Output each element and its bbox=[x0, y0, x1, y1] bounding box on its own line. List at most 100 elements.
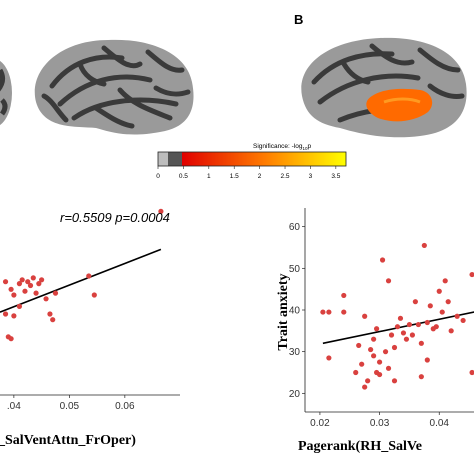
colorbar-tick-label: 2 bbox=[258, 173, 262, 180]
right-data-point bbox=[406, 321, 413, 328]
right-y-tick-label: 30 bbox=[289, 347, 301, 358]
left-data-point bbox=[16, 303, 23, 309]
left-data-point bbox=[19, 277, 25, 283]
right-y-tick-label: 50 bbox=[289, 264, 301, 275]
left-x-axis-label: _SalVentAttn_FrOper) bbox=[0, 433, 136, 448]
colorbar-gray-light bbox=[158, 152, 168, 166]
colorbar-title-prefix: Significance: -log bbox=[253, 143, 303, 150]
colorbar-title-sub: 10 bbox=[303, 146, 309, 151]
colorbar-tick-label: 3.5 bbox=[331, 173, 340, 180]
right-data-point bbox=[326, 355, 332, 361]
right-data-point bbox=[409, 332, 415, 338]
panel-b-label: B bbox=[294, 12, 303, 27]
right-data-point bbox=[412, 299, 418, 305]
right-y-tick-label: 20 bbox=[289, 389, 301, 400]
right-data-point bbox=[359, 361, 365, 367]
right-data-point bbox=[394, 324, 401, 330]
left-data-point bbox=[2, 311, 9, 317]
left-data-point bbox=[86, 273, 92, 279]
right-data-point bbox=[439, 309, 445, 315]
left-data-point bbox=[158, 208, 164, 214]
colorbar: Significance: -log10p 0 0.5 1 1.5 2 2.5 3 3.5 bbox=[156, 143, 347, 180]
right-data-point bbox=[403, 336, 410, 342]
colorbar-frame bbox=[157, 151, 347, 167]
left-data-point bbox=[30, 275, 36, 281]
left-correlation-annotation: r=0.5509 p=0.0004 bbox=[60, 210, 170, 225]
right-data-point bbox=[371, 336, 377, 342]
right-x-axis-label: Pagerank(RH_SalVe bbox=[298, 439, 422, 454]
right-data-point bbox=[365, 378, 371, 384]
right-data-point bbox=[362, 313, 368, 319]
colorbar-tick-label: 2.5 bbox=[281, 173, 290, 180]
left-x-tick-label: .04 bbox=[7, 401, 21, 412]
right-scatter-plot: 20 30 40 50 60 0.02 0.03 0.04 Trait anxiety Pa… bbox=[276, 208, 474, 454]
right-data-point bbox=[382, 349, 389, 355]
right-data-point bbox=[460, 317, 466, 324]
left-data-point bbox=[52, 290, 59, 296]
colorbar-gray-dark bbox=[168, 152, 182, 166]
right-data-point bbox=[371, 353, 377, 359]
right-y-axis-label: Trait anxiety bbox=[276, 273, 291, 350]
colorbar-tick-label: 1 bbox=[207, 173, 211, 180]
left-data-point bbox=[36, 281, 42, 287]
right-data-point bbox=[362, 384, 368, 390]
right-data-point bbox=[376, 359, 383, 365]
right-x-tick-label: 0.04 bbox=[430, 418, 450, 429]
brain-left-hemisphere bbox=[34, 39, 194, 135]
left-fit-line bbox=[0, 248, 162, 313]
right-data-point bbox=[385, 365, 392, 371]
colorbar-title: Significance: -log10p bbox=[253, 143, 312, 151]
colorbar-tick-label: 0.5 bbox=[179, 173, 188, 180]
left-data-point bbox=[25, 279, 31, 285]
right-data-point bbox=[433, 324, 439, 330]
colorbar-ramp bbox=[182, 152, 346, 166]
right-data-point bbox=[356, 342, 362, 349]
right-data-point bbox=[374, 326, 380, 332]
left-data-point bbox=[33, 290, 39, 296]
left-data-point bbox=[50, 317, 56, 323]
right-data-point bbox=[391, 378, 398, 384]
right-data-point bbox=[415, 321, 421, 328]
right-y-tick-label: 60 bbox=[289, 222, 301, 233]
left-data-point bbox=[16, 281, 23, 287]
left-data-point bbox=[22, 288, 28, 294]
right-data-point bbox=[418, 374, 424, 380]
brain-right-hemisphere bbox=[301, 37, 467, 138]
right-data-point bbox=[445, 299, 451, 305]
right-data-point bbox=[385, 278, 392, 284]
right-x-tick-label: 0.02 bbox=[310, 418, 330, 429]
left-data-point bbox=[47, 311, 53, 317]
right-data-point bbox=[326, 309, 332, 315]
colorbar-title-suffix: p bbox=[308, 143, 312, 150]
left-scatter-plot: .04 0.05 0.06 r=0.5509 p=0.0004 _SalVentAt… bbox=[0, 208, 180, 448]
right-data-point bbox=[454, 313, 460, 319]
right-data-point bbox=[341, 309, 347, 315]
left-data-point bbox=[39, 277, 45, 283]
left-data-point bbox=[2, 279, 9, 285]
right-data-point bbox=[391, 344, 398, 351]
right-data-point bbox=[368, 346, 374, 353]
right-data-point bbox=[418, 340, 424, 346]
colorbar-tick-label: 0 bbox=[156, 173, 160, 180]
left-x-tick-label: 0.06 bbox=[115, 401, 135, 412]
colorbar-tick-label: 1.5 bbox=[230, 173, 239, 180]
right-data-point bbox=[353, 369, 359, 376]
left-data-point bbox=[27, 282, 34, 289]
colorbar-tick-label: 3 bbox=[309, 173, 313, 180]
insula-highlight bbox=[366, 88, 433, 122]
left-data-point bbox=[91, 292, 97, 298]
right-data-point bbox=[388, 332, 395, 338]
right-data-point bbox=[376, 371, 383, 378]
left-data-point bbox=[8, 286, 14, 292]
right-data-point bbox=[341, 292, 347, 299]
left-data-point bbox=[43, 296, 49, 302]
left-data-point bbox=[11, 313, 17, 319]
right-x-tick-label: 0.03 bbox=[370, 418, 390, 429]
right-data-point bbox=[448, 328, 454, 334]
right-data-point bbox=[379, 257, 386, 263]
left-data-point bbox=[11, 292, 17, 298]
left-x-tick-label: 0.05 bbox=[60, 401, 80, 412]
right-data-point bbox=[469, 271, 474, 278]
left-data-point bbox=[8, 336, 14, 342]
